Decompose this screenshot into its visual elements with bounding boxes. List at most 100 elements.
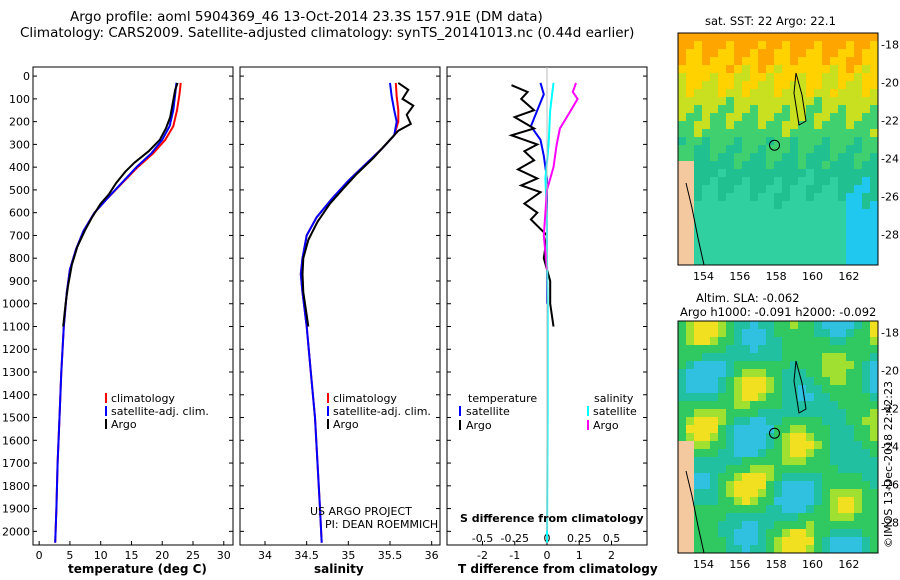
- map-cell: [838, 169, 847, 178]
- map-cell: [694, 441, 703, 450]
- map-cell: [854, 393, 863, 402]
- map-cell: [870, 321, 879, 330]
- map-cell: [790, 417, 799, 426]
- map-cell: [822, 521, 831, 530]
- map-cell: [798, 425, 807, 434]
- map-cell: [694, 113, 703, 122]
- map-cell: [734, 57, 743, 66]
- map-cell: [814, 417, 823, 426]
- map-cell: [750, 465, 759, 474]
- map-cell: [734, 153, 743, 162]
- map-cell: [694, 209, 703, 218]
- map-cell: [846, 145, 855, 154]
- map-cell: [742, 81, 751, 90]
- map-cell: [870, 505, 879, 514]
- map-cell: [702, 129, 711, 138]
- map-cell: [742, 185, 751, 194]
- map-cell: [678, 393, 687, 402]
- map-cell: [686, 425, 695, 434]
- map-cell: [718, 129, 727, 138]
- map-cell: [822, 449, 831, 458]
- map-cell: [766, 49, 775, 58]
- map-cell: [766, 249, 775, 258]
- map-cell: [678, 457, 687, 466]
- map-cell: [814, 169, 823, 178]
- map-cell: [734, 489, 743, 498]
- map-cell: [798, 521, 807, 530]
- map-cell: [694, 225, 703, 234]
- map-cell: [814, 145, 823, 154]
- legend-label-diff: Argo: [466, 419, 492, 432]
- map-cell: [726, 537, 735, 546]
- map-cell: [742, 129, 751, 138]
- map-cell: [718, 201, 727, 210]
- map-cell: [710, 401, 719, 410]
- map-cell: [830, 249, 839, 258]
- map-cell: [846, 49, 855, 58]
- map-cell: [838, 425, 847, 434]
- map-cell: [734, 361, 743, 370]
- map-cell: [766, 489, 775, 498]
- map-cell: [862, 449, 871, 458]
- map-cell: [790, 33, 799, 42]
- map-cell: [870, 537, 879, 546]
- map-cell: [750, 481, 759, 490]
- map-cell: [686, 361, 695, 370]
- map-cell: [830, 145, 839, 154]
- map-cell: [718, 329, 727, 338]
- map-cell: [710, 353, 719, 362]
- map-cell: [854, 249, 863, 258]
- map-cell: [694, 217, 703, 226]
- map-cell: [694, 329, 703, 338]
- map-cell: [806, 65, 815, 74]
- map-cell: [766, 425, 775, 434]
- map-cell: [766, 225, 775, 234]
- map-cell: [870, 193, 879, 202]
- map-cell: [758, 433, 767, 442]
- map-cell: [694, 41, 703, 50]
- map-cell: [758, 129, 767, 138]
- map-cell: [774, 369, 783, 378]
- map-cell: [862, 545, 871, 554]
- map-cell: [798, 113, 807, 122]
- map-cell: [742, 145, 751, 154]
- map-cell: [822, 425, 831, 434]
- map-cell: [710, 113, 719, 122]
- map-cell: [870, 225, 879, 234]
- map-cell: [718, 409, 727, 418]
- map-cell: [686, 57, 695, 66]
- map-cell: [694, 241, 703, 250]
- map-cell: [686, 505, 695, 514]
- map-cell: [774, 81, 783, 90]
- ytick-label: 1700: [2, 457, 30, 470]
- map-cell: [822, 105, 831, 114]
- map-cell: [766, 505, 775, 514]
- map-cell: [750, 129, 759, 138]
- map-cell: [694, 417, 703, 426]
- map-cell: [798, 329, 807, 338]
- map-cell: [830, 433, 839, 442]
- map-cell: [806, 513, 815, 522]
- map-cell: [774, 161, 783, 170]
- map-cell: [814, 129, 823, 138]
- map-cell: [718, 369, 727, 378]
- map-cell: [870, 169, 879, 178]
- map-cell: [790, 329, 799, 338]
- map-cell: [854, 137, 863, 146]
- map-cell: [678, 249, 687, 258]
- map-cell: [838, 513, 847, 522]
- map-ytick-label: -22: [881, 402, 899, 415]
- map-cell: [798, 33, 807, 42]
- map-cell: [822, 457, 831, 466]
- map-cell: [782, 145, 791, 154]
- map-cell: [750, 361, 759, 370]
- map-cell: [830, 153, 839, 162]
- map-cell: [870, 185, 879, 194]
- map-cell: [798, 337, 807, 346]
- map-cell: [790, 169, 799, 178]
- map-cell: [814, 73, 823, 82]
- map-cell: [742, 393, 751, 402]
- map-cell: [742, 249, 751, 258]
- map-cell: [766, 393, 775, 402]
- map-cell: [678, 449, 687, 458]
